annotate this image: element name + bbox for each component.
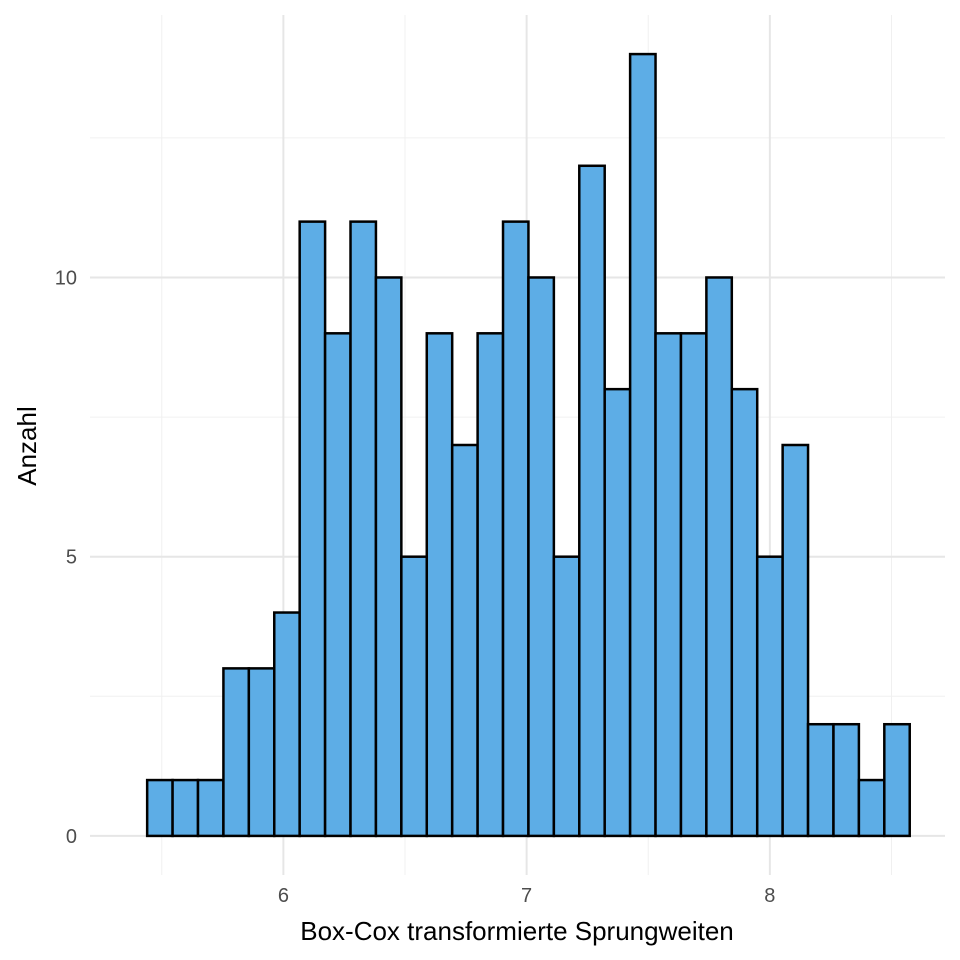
histogram-bar <box>654 332 683 838</box>
histogram-bar <box>349 220 378 838</box>
histogram-bar <box>247 667 276 838</box>
histogram-bar <box>476 332 505 838</box>
tick-labels: 6 7 8 0 5 10 <box>55 267 776 907</box>
histogram-bar <box>705 276 734 838</box>
y-tick-label: 5 <box>66 547 77 569</box>
y-axis-title: Anzahl <box>12 406 42 486</box>
x-tick-label: 6 <box>278 885 289 907</box>
x-tick-label: 7 <box>521 885 532 907</box>
histogram-bar <box>628 52 657 838</box>
histogram-bar <box>578 164 606 838</box>
histogram-bar <box>603 387 632 838</box>
histogram-bar <box>501 220 530 838</box>
histogram-bar <box>273 611 301 838</box>
x-axis-title: Box-Cox transformierte Sprungweiten <box>300 916 734 946</box>
histogram-bar <box>425 332 454 838</box>
histogram-bar <box>298 220 327 838</box>
histogram-bar <box>196 778 225 838</box>
histogram-bar <box>222 667 251 838</box>
histogram-bar <box>400 555 429 838</box>
histogram-bar <box>527 276 556 838</box>
histogram-bar <box>679 332 708 838</box>
histogram-bar <box>857 778 886 838</box>
x-tick-label: 8 <box>764 885 775 907</box>
histogram-bar <box>832 722 861 838</box>
histogram-bar <box>450 443 479 838</box>
histogram-bar <box>171 778 200 838</box>
histogram-bar <box>755 555 784 838</box>
histogram-bar <box>883 722 911 838</box>
histogram-bar <box>806 722 835 838</box>
bars <box>145 52 911 838</box>
histogram-bar <box>145 778 174 838</box>
y-tick-label: 0 <box>66 826 77 848</box>
histogram-bar <box>781 443 810 838</box>
histogram-bar <box>730 387 759 838</box>
histogram-bar <box>552 555 581 838</box>
histogram-bar <box>374 276 403 838</box>
histogram-bar <box>323 332 352 838</box>
y-tick-label: 10 <box>55 267 77 289</box>
